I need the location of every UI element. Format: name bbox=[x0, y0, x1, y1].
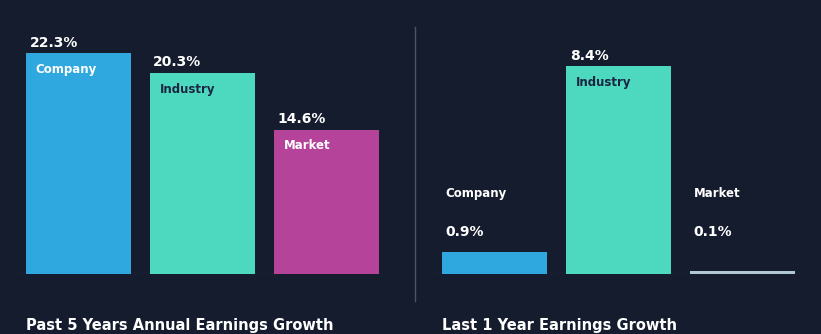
Text: 20.3%: 20.3% bbox=[154, 55, 202, 69]
Text: Industry: Industry bbox=[576, 76, 631, 89]
Text: Last 1 Year Earnings Growth: Last 1 Year Earnings Growth bbox=[442, 318, 677, 333]
Text: Market: Market bbox=[694, 187, 741, 200]
Bar bbox=[273, 130, 379, 274]
Text: Past 5 Years Annual Earnings Growth: Past 5 Years Annual Earnings Growth bbox=[25, 318, 333, 333]
Text: 22.3%: 22.3% bbox=[30, 36, 78, 50]
Bar bbox=[25, 53, 131, 274]
Text: Market: Market bbox=[283, 139, 330, 152]
Bar bbox=[566, 66, 672, 274]
Text: Industry: Industry bbox=[159, 83, 215, 96]
Text: Company: Company bbox=[446, 187, 507, 200]
Text: 14.6%: 14.6% bbox=[277, 112, 326, 126]
Bar bbox=[149, 73, 255, 274]
Bar bbox=[442, 252, 548, 274]
Text: Company: Company bbox=[35, 63, 97, 76]
Bar bbox=[690, 272, 796, 274]
Text: 0.1%: 0.1% bbox=[694, 225, 732, 239]
Text: 0.9%: 0.9% bbox=[446, 225, 484, 239]
Text: 8.4%: 8.4% bbox=[570, 48, 608, 62]
